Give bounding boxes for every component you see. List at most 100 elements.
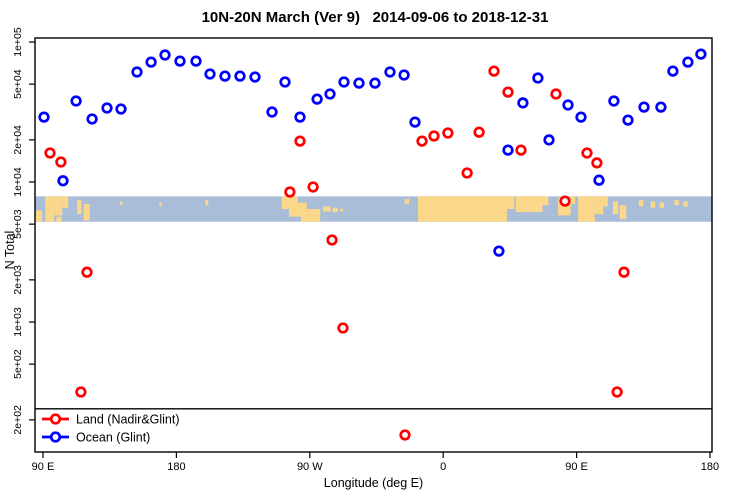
data-point-land — [591, 157, 603, 169]
map-band-land-patch — [650, 201, 656, 208]
map-band-land-patch — [619, 205, 627, 220]
data-point-land — [416, 135, 428, 147]
data-point-ocean — [353, 77, 365, 89]
data-point-ocean — [532, 72, 544, 84]
data-point-land — [611, 386, 623, 398]
data-point-land — [461, 167, 473, 179]
y-axis-label: N Total — [3, 230, 17, 270]
y-axis-tick-label: 1e+05 — [12, 27, 24, 57]
data-point-ocean — [57, 175, 69, 187]
data-point-land — [337, 322, 349, 334]
data-point-ocean — [38, 111, 50, 123]
x-axis-tick-label: 90 E — [565, 461, 588, 473]
map-band-land-patch — [515, 196, 543, 213]
data-point-land — [326, 234, 338, 246]
x-axis-tick-label: 180 — [701, 461, 719, 473]
map-band-land-patch — [594, 196, 604, 215]
data-point-ocean — [638, 101, 650, 113]
y-axis-tick-label: 1e+03 — [12, 307, 24, 337]
data-point-ocean — [593, 174, 605, 186]
map-band-land-patch — [159, 202, 162, 207]
y-axis-tick-label: 2e+02 — [12, 405, 24, 435]
map-band-land-patch — [323, 206, 331, 212]
data-point-ocean — [204, 68, 216, 80]
data-point-land — [399, 429, 411, 441]
map-band-land-patch — [659, 202, 665, 208]
map-band-land-patch — [612, 201, 619, 215]
y-axis-tick-label: 2e+03 — [12, 265, 24, 295]
data-point-ocean — [493, 245, 505, 257]
map-band-land-patch — [120, 201, 123, 206]
data-point-ocean — [234, 70, 246, 82]
map-band-land-patch — [578, 196, 595, 222]
data-point-ocean — [409, 116, 421, 128]
data-point-ocean — [219, 70, 231, 82]
data-point-ocean — [294, 111, 306, 123]
map-band-ocean — [35, 196, 712, 222]
data-point-ocean — [608, 95, 620, 107]
map-band-land-patch — [340, 208, 344, 212]
data-point-ocean — [266, 106, 278, 118]
data-point-ocean — [159, 49, 171, 61]
map-band-land-patch — [54, 196, 63, 216]
map-band-land-patch — [62, 196, 69, 208]
map-band-land-patch — [542, 196, 549, 206]
map-band-land-patch — [45, 196, 55, 222]
data-point-land — [284, 186, 296, 198]
legend-label-land: Land (Nadir&Glint) — [76, 413, 180, 427]
y-axis-tick-label: 5e+03 — [12, 209, 24, 239]
data-point-ocean — [145, 56, 157, 68]
data-point-ocean — [543, 134, 555, 146]
data-point-ocean — [101, 102, 113, 114]
data-point-ocean — [249, 71, 261, 83]
data-point-land — [55, 156, 67, 168]
data-point-land — [442, 127, 454, 139]
plot-border — [34, 37, 713, 453]
x-axis-tick-label: 0 — [440, 461, 446, 473]
map-band-land-patch — [300, 209, 321, 222]
map-band-land-patch — [77, 200, 82, 215]
map-band-land-patch — [332, 207, 338, 213]
data-point-ocean — [115, 103, 127, 115]
data-point-ocean — [369, 77, 381, 89]
data-point-land — [307, 181, 319, 193]
x-axis-label: Longitude (deg E) — [323, 476, 424, 490]
data-point-ocean — [682, 56, 694, 68]
data-point-ocean — [190, 55, 202, 67]
data-point-ocean — [562, 99, 574, 111]
data-point-ocean — [655, 101, 667, 113]
data-point-ocean — [667, 65, 679, 77]
data-point-ocean — [398, 69, 410, 81]
data-point-land — [559, 195, 571, 207]
data-point-ocean — [384, 66, 396, 78]
map-band-land-patch — [674, 200, 679, 206]
legend-marker-ocean-icon — [49, 431, 62, 443]
data-point-land — [81, 266, 93, 278]
y-axis-tick-label: 2e+04 — [12, 125, 24, 155]
y-axis-tick-label: 5e+02 — [12, 349, 24, 379]
x-axis-tick-label: 90 W — [297, 461, 323, 473]
map-band-land-patch — [404, 198, 410, 204]
data-point-ocean — [338, 76, 350, 88]
data-point-land — [550, 88, 562, 100]
data-point-ocean — [311, 93, 323, 105]
map-band-land-patch — [683, 201, 688, 207]
data-point-land — [502, 86, 514, 98]
data-point-ocean — [70, 95, 82, 107]
y-axis-tick-label: 1e+04 — [12, 167, 24, 197]
chart-title: 10N-20N March (Ver 9) 2014-09-06 to 2018… — [201, 9, 549, 26]
data-point-ocean — [695, 48, 707, 60]
legend-label-ocean: Ocean (Glint) — [76, 431, 150, 445]
data-point-land — [428, 130, 440, 142]
data-point-land — [75, 386, 87, 398]
map-band-land-patch — [83, 203, 90, 221]
x-axis-tick-label: 180 — [167, 461, 185, 473]
data-point-ocean — [174, 55, 186, 67]
data-point-land — [581, 147, 593, 159]
map-band-land-patch — [34, 210, 43, 222]
map-band-land-patch — [589, 217, 596, 222]
data-point-ocean — [86, 113, 98, 125]
data-point-ocean — [324, 88, 336, 100]
